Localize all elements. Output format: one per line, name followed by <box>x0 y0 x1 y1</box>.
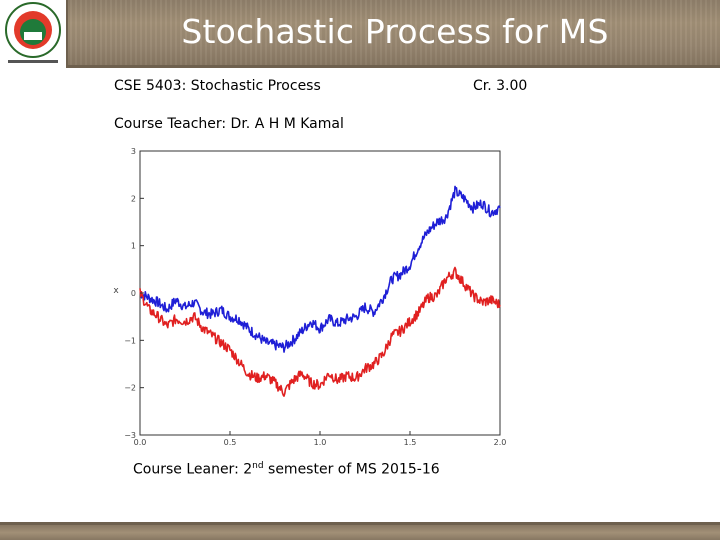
x-tick-label: 0.5 <box>224 438 237 445</box>
y-tick-label: 1 <box>131 242 136 251</box>
learner-prefix: Course Leaner: 2 <box>133 461 253 478</box>
title-bar: Stochastic Process for MS <box>0 0 720 68</box>
y-tick-label: 2 <box>131 194 136 203</box>
y-tick-label: −2 <box>124 384 136 393</box>
series-line-red <box>139 266 501 397</box>
x-tick-label: 1.0 <box>314 438 327 445</box>
slide-title: Stochastic Process for MS <box>181 12 609 51</box>
y-tick-label: −3 <box>124 431 136 440</box>
learner-sup: nd <box>252 461 264 471</box>
x-tick-label: 1.5 <box>404 438 417 445</box>
learner-suffix: semester of MS 2015-16 <box>263 461 440 478</box>
y-tick-label: 3 <box>131 147 136 156</box>
course-code: CSE 5403: Stochastic Process <box>114 78 321 94</box>
series-line-blue <box>139 185 501 353</box>
y-tick-label: −1 <box>124 336 136 345</box>
course-learner: Course Leaner: 2nd semester of MS 2015-1… <box>133 461 440 478</box>
course-credit: Cr. 3.00 <box>473 78 528 94</box>
plot-frame <box>139 150 501 436</box>
course-teacher: Course Teacher: Dr. A H M Kamal <box>114 116 344 132</box>
y-tick-label: 0 <box>131 289 136 298</box>
footer-bar <box>0 522 720 540</box>
university-logo <box>0 0 68 68</box>
university-seal-icon <box>5 2 61 63</box>
x-tick-label: 2.0 <box>494 438 507 445</box>
x-tick-label: 0.0 <box>134 438 147 445</box>
y-axis-label: x <box>113 286 119 296</box>
